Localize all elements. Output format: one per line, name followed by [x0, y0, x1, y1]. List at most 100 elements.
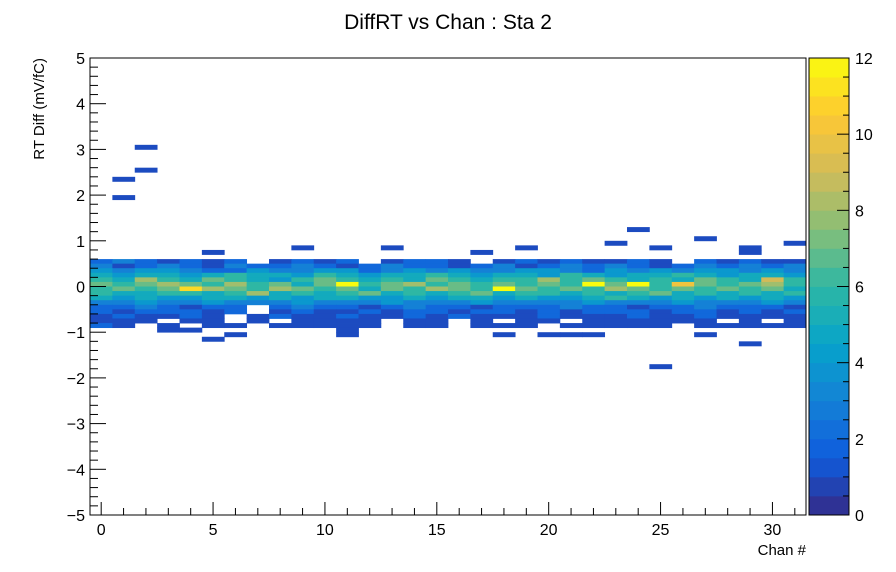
heatmap-cell [649, 277, 673, 283]
heatmap-cell [403, 313, 427, 319]
heatmap-cell [492, 304, 516, 310]
heatmap-cell [425, 304, 449, 310]
heatmap-cell [336, 300, 359, 306]
heatmap-cell [112, 272, 136, 278]
x-axis-title: Chan # [758, 542, 807, 559]
heatmap-cell [783, 300, 806, 306]
heatmap-cell [269, 259, 292, 265]
heatmap-cell [649, 291, 673, 297]
heatmap-cell [604, 281, 628, 287]
heatmap-cell [134, 291, 158, 297]
heatmap-cell [112, 323, 136, 329]
heatmap-cell [515, 318, 538, 324]
heatmap-cell [649, 364, 673, 370]
heatmap-cell [537, 272, 561, 278]
heatmap-cell [783, 291, 806, 297]
y-axis-title: RT Diff (mV/fC) [31, 58, 48, 160]
heatmap-cell [627, 281, 650, 287]
heatmap-cell [761, 295, 785, 301]
heatmap-cell [738, 263, 762, 269]
heatmap-cell [470, 323, 494, 329]
heatmap-cell [470, 295, 494, 301]
heatmap-cell [425, 313, 449, 319]
y-tick-label: 4 [76, 97, 85, 114]
heatmap-cell [761, 268, 785, 274]
heatmap-cell [134, 268, 158, 274]
heatmap-cell [470, 304, 494, 310]
heatmap-cell [269, 286, 292, 292]
heatmap-cell [694, 295, 717, 301]
color-scale-segment [809, 77, 849, 97]
color-scale-segment [809, 134, 849, 154]
heatmap-cell [515, 291, 538, 297]
heatmap-cell [336, 327, 359, 333]
heatmap-cell [313, 300, 337, 306]
heatmap-cell [515, 295, 538, 301]
heatmap-cell [694, 236, 717, 242]
heatmap-cell [470, 309, 494, 315]
color-scale-label: 12 [855, 51, 873, 68]
heatmap-cell [582, 295, 606, 301]
heatmap-cell [761, 263, 785, 269]
heatmap-cell [783, 263, 806, 269]
heatmap-cell [470, 272, 494, 278]
heatmap-cell [336, 268, 359, 274]
heatmap-cell [515, 286, 538, 292]
heatmap-cell [90, 313, 113, 319]
heatmap-cell [157, 268, 180, 274]
heatmap-cell [403, 259, 427, 265]
color-scale-segment [809, 248, 849, 268]
heatmap-cell [291, 281, 315, 287]
heatmap-cell [246, 272, 270, 278]
heatmap-cell [157, 291, 180, 297]
heatmap-cell [783, 259, 806, 265]
heatmap-cell [246, 291, 270, 297]
heatmap-cell [738, 341, 762, 347]
color-scale-segment [809, 210, 849, 230]
heatmap-cell [448, 272, 471, 278]
heatmap-cell [157, 295, 180, 301]
heatmap-cell [604, 295, 628, 301]
heatmap-cell [627, 263, 650, 269]
heatmap-cell [313, 313, 337, 319]
heatmap-cell [157, 300, 180, 306]
heatmap-cell [134, 277, 158, 283]
heatmap-cell [224, 268, 248, 274]
heatmap-cell [336, 295, 359, 301]
heatmap-cell [134, 313, 158, 319]
color-scale-segment [809, 115, 849, 135]
heatmap-cell [783, 313, 806, 319]
heatmap-cell [649, 286, 673, 292]
heatmap-cell [112, 277, 136, 283]
heatmap-cell [738, 313, 762, 319]
y-tick-label: 0 [76, 280, 85, 297]
heatmap-cell [358, 318, 382, 324]
heatmap-cell [291, 309, 315, 315]
heatmap-cell [425, 259, 449, 265]
heatmap-cell [90, 304, 113, 310]
heatmap-cell [112, 318, 136, 324]
heatmap-cell [783, 281, 806, 287]
heatmap-cell [403, 291, 427, 297]
heatmap-cell [738, 277, 762, 283]
heatmap-cell [694, 277, 717, 283]
heatmap-cell [403, 263, 427, 269]
heatmap-cell [224, 272, 248, 278]
heatmap-cell [649, 259, 673, 265]
heatmap-cell [358, 295, 382, 301]
heatmap-cell [559, 304, 583, 310]
heatmap-cell [201, 318, 225, 324]
heatmap-cell [627, 323, 650, 329]
heatmap-cell [716, 304, 740, 310]
heatmap-cell [537, 318, 561, 324]
heatmap-cell [537, 304, 561, 310]
heatmap-cell [649, 309, 673, 315]
heatmap-cell [761, 259, 785, 265]
heatmap-cell [358, 286, 382, 292]
heatmap-cell [604, 268, 628, 274]
heatmap-cell [582, 272, 606, 278]
heatmap-cell [112, 259, 136, 265]
heatmap-cell [112, 313, 136, 319]
heatmap-cell [90, 281, 113, 287]
heatmap-cell [738, 318, 762, 324]
